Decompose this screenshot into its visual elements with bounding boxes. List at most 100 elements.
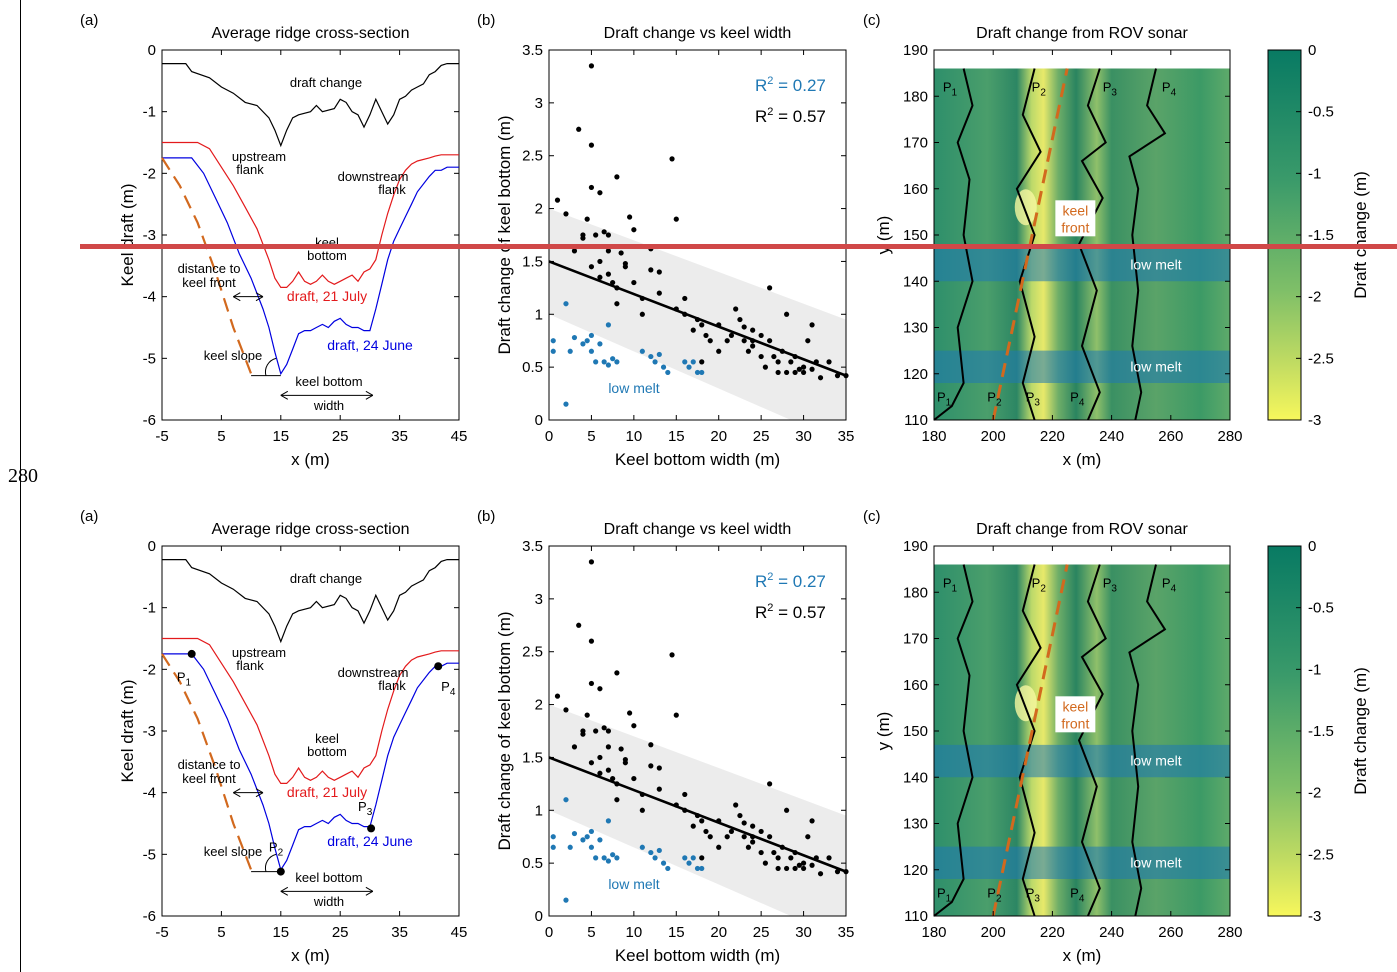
keel-front-blob bbox=[1014, 189, 1037, 226]
panel-a-ytick-label: -4 bbox=[143, 289, 156, 306]
scatter-point-low-melt bbox=[614, 855, 620, 861]
subscript: 1 bbox=[952, 584, 958, 595]
scatter-point-black bbox=[758, 849, 764, 856]
scatter-point-black bbox=[699, 818, 705, 824]
scatter-point-black bbox=[762, 860, 768, 866]
panel-c-xtick-label: 240 bbox=[1099, 428, 1124, 445]
scatter-point-black bbox=[588, 760, 595, 766]
scatter-point-low-melt bbox=[588, 348, 595, 354]
scatter-point-black bbox=[627, 214, 633, 220]
profile-line-p1 bbox=[933, 564, 974, 917]
scatter-point-low-melt bbox=[597, 341, 603, 347]
scatter-point-low-melt bbox=[639, 348, 645, 354]
scatter-point-black bbox=[610, 279, 616, 286]
scatter-point-black bbox=[716, 348, 722, 354]
ann-keel: keel bbox=[315, 731, 339, 746]
panel-a-ytick-label: 0 bbox=[148, 538, 156, 555]
colorbar-tick-label: -3 bbox=[1308, 412, 1321, 429]
subscript: 3 bbox=[1034, 894, 1040, 905]
scatter-point-black bbox=[800, 369, 807, 376]
scatter-point-black bbox=[639, 311, 645, 317]
panel-b-xtick-label: 0 bbox=[545, 924, 553, 941]
scatter-point-black bbox=[669, 156, 675, 162]
scatter-point-black bbox=[605, 232, 612, 238]
scatter-point-black bbox=[771, 849, 777, 856]
panel-c-xtick-label: 240 bbox=[1099, 924, 1124, 941]
subscript: 2 bbox=[278, 847, 284, 858]
panel-c-xtick-label: 200 bbox=[981, 428, 1006, 445]
panel-b-ytick-label: 2.5 bbox=[522, 148, 543, 165]
scatter-point-black bbox=[788, 359, 794, 365]
scatter-point-black bbox=[648, 267, 654, 273]
colorbar-tick-label: -2 bbox=[1308, 289, 1321, 306]
scatter-point-black bbox=[758, 332, 764, 339]
scatter-point-black bbox=[622, 760, 628, 766]
panel-c-ytick-label: 130 bbox=[903, 816, 928, 833]
subscript: 4 bbox=[1171, 88, 1177, 99]
scatter-point-black bbox=[588, 638, 595, 644]
label-keel: keel bbox=[1063, 202, 1089, 218]
scatter-point-black bbox=[728, 828, 735, 835]
scatter-point-low-melt bbox=[580, 341, 586, 347]
scatter-point-black bbox=[703, 332, 709, 339]
scatter-point-low-melt bbox=[588, 332, 595, 339]
colorbar-tick-label: -1.5 bbox=[1308, 227, 1334, 244]
scatter-point-low-melt bbox=[665, 865, 671, 872]
panel-a: (a) Average ridge cross-section -5 5 15 25 35 4… bbox=[80, 508, 467, 965]
scatter-point-black bbox=[741, 338, 747, 344]
panel-a-xtick-label: 35 bbox=[391, 924, 408, 941]
scatter-point-black bbox=[554, 197, 561, 203]
scatter-point-low-melt bbox=[694, 865, 701, 872]
scatter-point-black bbox=[809, 818, 815, 824]
panel-a-ylabel: Keel draft (m) bbox=[118, 184, 137, 287]
panel-b-ytick-label: 1.5 bbox=[522, 253, 543, 270]
scatter-point-low-melt bbox=[699, 865, 705, 872]
scatter-point-black bbox=[614, 174, 620, 180]
draft-21-july-line bbox=[162, 637, 459, 784]
keel-front-blob bbox=[1014, 685, 1037, 722]
scatter-point-black bbox=[817, 375, 824, 381]
panel-a-xtick-label: -5 bbox=[155, 428, 168, 445]
scatter-point-black bbox=[784, 369, 790, 376]
scatter-point-black bbox=[554, 693, 561, 699]
scatter-point-low-melt bbox=[584, 834, 590, 840]
ann-draft-change: draft change bbox=[290, 571, 362, 586]
panel-c-ytick-label: 150 bbox=[903, 227, 928, 244]
panel-b-ytick-label: 3.5 bbox=[522, 42, 543, 59]
panel-a-ytick-label: -2 bbox=[143, 661, 156, 678]
panel-b-xtick-label: 35 bbox=[838, 924, 855, 941]
panel-c-xtick-label: 260 bbox=[1158, 924, 1183, 941]
scatter-point-black bbox=[826, 359, 832, 365]
panel-c-label: (c) bbox=[863, 12, 881, 29]
panel-b-xtick-label: 15 bbox=[668, 924, 685, 941]
subscript: 2 bbox=[1040, 88, 1046, 99]
scatter-point-black bbox=[724, 834, 730, 840]
panel-c-xlabel: x (m) bbox=[1063, 450, 1102, 469]
ann-bottom: bottom bbox=[307, 248, 347, 263]
scatter-point-low-melt bbox=[690, 855, 696, 861]
scatter-point-black bbox=[771, 353, 777, 360]
scatter-point-black bbox=[792, 369, 798, 376]
label-low-melt-1: low melt bbox=[1130, 753, 1181, 769]
panel-a-frame bbox=[161, 49, 460, 421]
scatter-point-low-melt bbox=[639, 844, 645, 850]
regression-line bbox=[548, 756, 847, 873]
scatter-point-low-melt bbox=[686, 364, 692, 370]
subscript: 3 bbox=[1034, 398, 1040, 409]
scatter-point-low-melt bbox=[563, 797, 569, 803]
scatter-point-black bbox=[605, 271, 612, 277]
colorbar-tick-label: -2 bbox=[1308, 785, 1321, 802]
scatter-point-black bbox=[762, 364, 768, 370]
scatter-point-black bbox=[737, 812, 743, 819]
panel-b-xtick-label: 0 bbox=[545, 428, 553, 445]
panel-c-xtick-label: 200 bbox=[981, 924, 1006, 941]
r2-value: 0.27 bbox=[793, 572, 826, 591]
scatter-point-black bbox=[593, 232, 599, 238]
scatter-point-black bbox=[750, 823, 756, 829]
scatter-point-black bbox=[796, 366, 802, 372]
panel-b-xtick-label: 25 bbox=[753, 428, 770, 445]
scatter-point-low-melt bbox=[563, 401, 569, 407]
label-low-melt-1: low melt bbox=[1130, 257, 1181, 273]
scatter-point-black bbox=[733, 306, 739, 312]
arrowhead bbox=[255, 788, 264, 798]
